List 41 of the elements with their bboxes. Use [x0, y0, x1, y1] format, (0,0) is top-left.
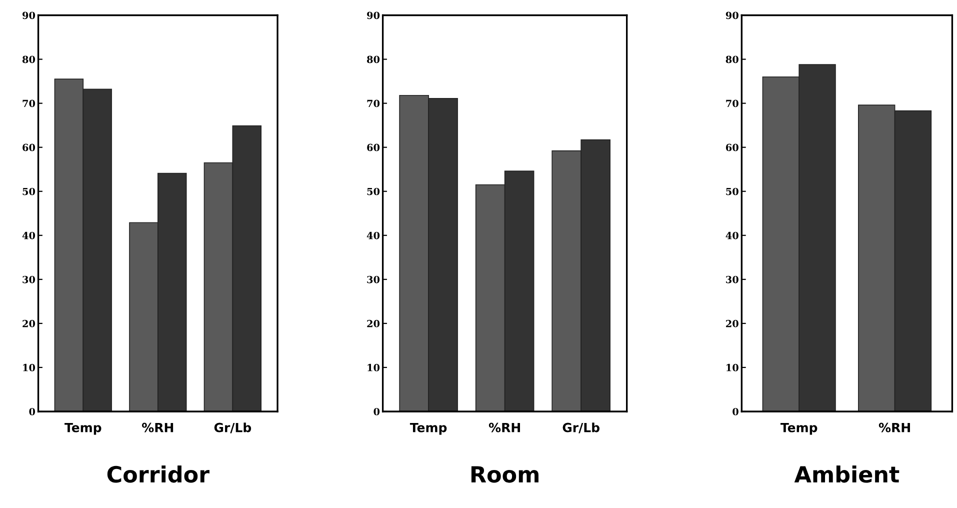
x-tick-label: %RH: [878, 422, 910, 432]
y-tick-label: 60: [726, 144, 738, 152]
x-tick-label: %RH: [142, 422, 174, 432]
x-tick-label: %RH: [488, 422, 520, 432]
y-tick-label: 80: [366, 56, 380, 64]
text: Corridor: [107, 466, 210, 483]
y-tick-label: 30: [367, 276, 380, 284]
x-tick-label: Gr/Lb: [562, 422, 600, 434]
y-tick-label: 50: [22, 188, 36, 196]
y-tick-label: 90: [726, 12, 738, 20]
y-tick-label: 30: [22, 276, 36, 284]
y-tick-label: 20: [726, 320, 738, 328]
y-tick-label: 0: [732, 408, 738, 416]
y-tick-label: 0: [374, 408, 380, 416]
y-tick-label: 10: [726, 364, 738, 372]
y-tick-label: 20: [367, 320, 380, 328]
y-tick-label: 40: [726, 232, 738, 240]
y-tick-label: 40: [22, 232, 36, 240]
y-tick-label: 50: [367, 188, 380, 196]
y-tick-label: 10: [23, 364, 36, 372]
x-tick-label: Temp: [410, 422, 447, 435]
y-tick-label: 60: [367, 144, 380, 152]
y-tick-label: 70: [367, 100, 380, 108]
x-tick-label: Temp: [780, 422, 818, 435]
text: Room: [471, 466, 538, 483]
x-tick-label: Gr/Lb: [214, 422, 252, 434]
y-tick-label: 80: [726, 56, 738, 64]
y-tick-label: 50: [726, 188, 738, 196]
x-tick-label: Temp: [64, 422, 102, 435]
y-tick-label: 90: [367, 12, 380, 20]
y-tick-label: 20: [22, 320, 36, 328]
y-tick-label: 70: [726, 100, 738, 108]
y-tick-label: 70: [22, 100, 36, 108]
y-tick-label: 0: [29, 408, 36, 416]
y-tick-label: 40: [366, 232, 380, 240]
y-tick-label: 80: [22, 56, 36, 64]
y-tick-label: 90: [22, 12, 36, 20]
y-tick-label: 30: [726, 276, 738, 284]
y-tick-label: 10: [368, 364, 380, 372]
text: Ambient: [794, 466, 900, 483]
y-tick-label: 60: [22, 144, 36, 152]
